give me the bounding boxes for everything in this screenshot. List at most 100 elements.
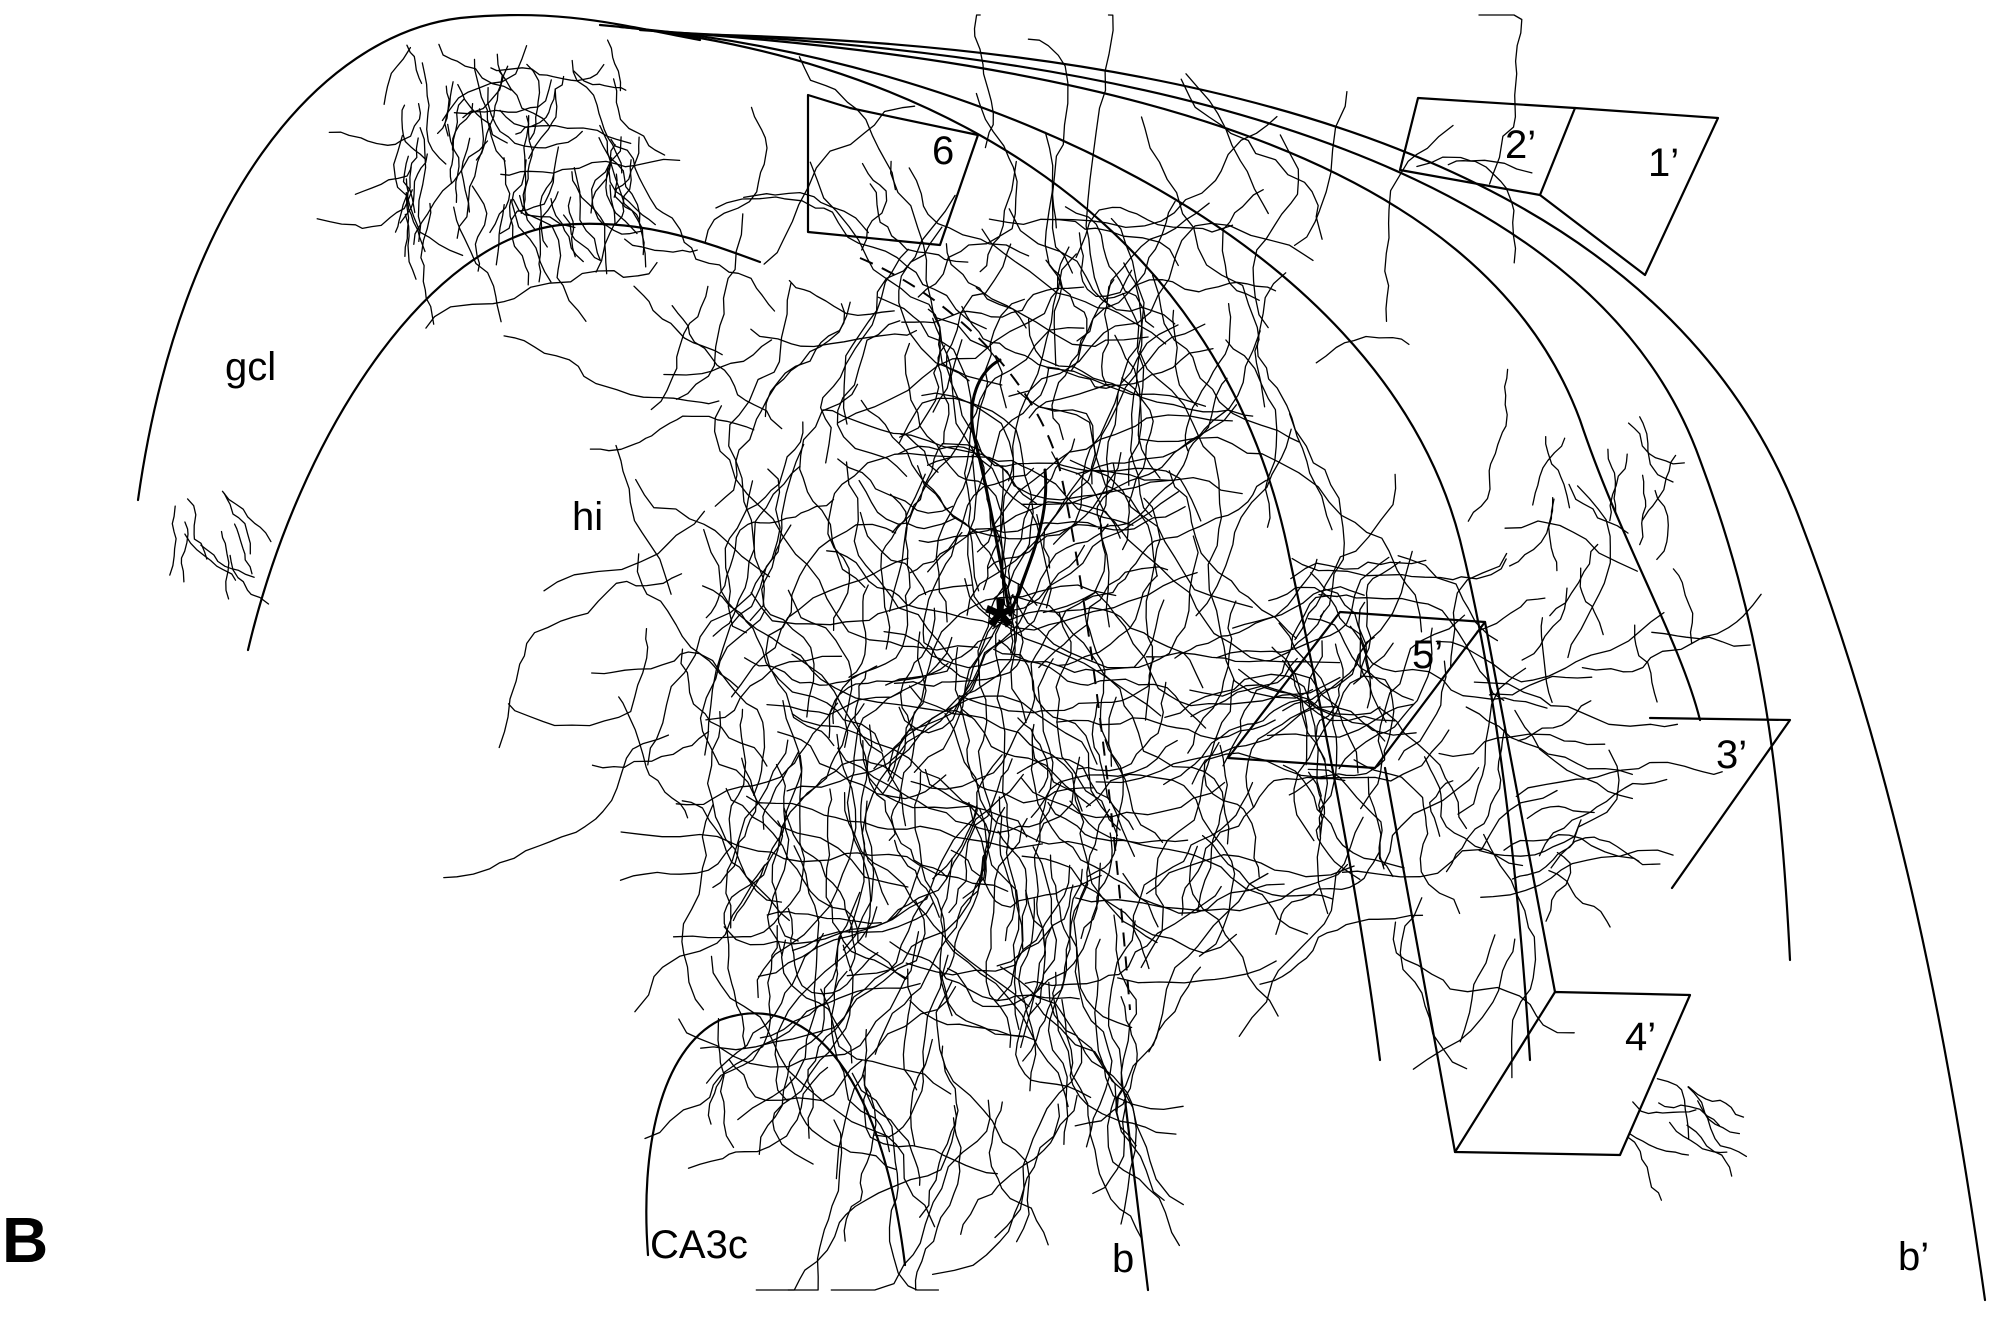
axon-fiber — [520, 115, 534, 214]
axon-fiber — [1201, 834, 1334, 900]
axon-fiber — [1290, 559, 1427, 580]
axon-fiber — [503, 335, 720, 405]
axon-fiber — [394, 166, 412, 233]
axon-fiber — [703, 528, 972, 718]
axon-fiber — [393, 134, 464, 257]
axon-fiber — [730, 557, 909, 698]
axon-fiber — [845, 461, 953, 661]
axon-fiber — [1084, 612, 1113, 767]
axon-fiber — [994, 1044, 1083, 1239]
axon-fiber — [977, 640, 1001, 884]
axon-fiber — [888, 607, 936, 841]
section-6-box — [806, 93, 980, 247]
axon-fiber — [1293, 642, 1394, 842]
axon-fiber — [1687, 1086, 1745, 1118]
axon-fiber — [1658, 1102, 1721, 1127]
axon-fiber — [975, 287, 1149, 348]
axon-fiber — [589, 415, 755, 452]
axon-fiber — [1540, 617, 1553, 703]
axon-fiber — [862, 1074, 921, 1186]
gcl-inner-arc — [246, 222, 762, 652]
axon-fiber — [1457, 667, 1527, 815]
axon-fiber — [1271, 646, 1308, 766]
axon-fiber — [1508, 496, 1554, 567]
axon-fiber — [487, 87, 583, 149]
axon-fiber — [1338, 627, 1433, 770]
axon-fiber — [909, 467, 1035, 574]
axon-fiber — [943, 806, 1006, 976]
axon-fiber — [783, 807, 857, 972]
axon-fiber — [944, 712, 1098, 851]
axon-fiber — [705, 932, 824, 1084]
axon-fiber — [1021, 855, 1238, 954]
axon-fiber — [507, 627, 649, 727]
axon-fiber — [1140, 678, 1235, 969]
axon-fiber — [1000, 465, 1027, 724]
axon-fiber — [425, 261, 658, 329]
axon-fiber — [887, 773, 1024, 922]
axon-fiber — [573, 166, 601, 261]
axon-fiber — [1022, 854, 1071, 1062]
axon-fiber — [908, 685, 1075, 843]
axon-fiber — [889, 941, 1080, 1002]
axon-fiber — [1087, 739, 1124, 878]
axon-fiber — [1341, 789, 1558, 878]
axon-fiber — [858, 479, 956, 530]
axon-fiber — [1632, 1101, 1697, 1115]
axon-fiber — [498, 573, 683, 749]
axon-fiber — [961, 544, 1086, 700]
axon-fiber — [1449, 552, 1508, 668]
axon-fiber — [1467, 368, 1509, 522]
axon-fiber — [1245, 636, 1375, 809]
axon-fiber — [1459, 934, 1496, 1043]
axon-fiber — [935, 981, 1030, 1243]
axon-fiber — [798, 56, 897, 191]
axon-fiber — [750, 328, 918, 348]
axon-fiber — [713, 405, 978, 651]
axon-fiber — [1651, 631, 1751, 647]
axon-fiber — [859, 511, 927, 596]
axon-fiber — [873, 522, 1007, 770]
axon-fiber — [1639, 474, 1647, 546]
axon-fiber — [451, 102, 474, 151]
axon-fiber — [1016, 390, 1096, 485]
axon-fiber — [1172, 309, 1199, 407]
axon-fiber — [184, 533, 237, 581]
axon-fiber — [724, 480, 754, 634]
axon-fiber — [837, 458, 954, 514]
axon-fiber — [515, 75, 565, 135]
axon-fiber — [441, 45, 528, 122]
axon-fiber — [919, 1045, 959, 1218]
axon-fiber — [1282, 764, 1405, 869]
axon-fiber — [995, 593, 1024, 950]
axon-fiber — [1288, 413, 1345, 618]
axon-fiber — [1074, 996, 1138, 1127]
outer-arc-2 — [618, 25, 1532, 1062]
axon-fiber — [406, 44, 423, 85]
axon-fiber — [1579, 567, 1604, 636]
axon-fiber — [456, 137, 471, 239]
axon-fiber — [508, 198, 530, 286]
axon-fiber — [705, 655, 843, 721]
axon-fiber — [1016, 756, 1136, 857]
axon-fiber — [908, 167, 1030, 257]
axon-fiber — [1145, 610, 1325, 663]
axon-fiber — [1180, 78, 1323, 240]
axon-fiber — [1435, 611, 1665, 683]
axon-fiber — [1517, 700, 1592, 742]
label-boundary-b-prime: b’ — [1898, 1235, 1929, 1279]
axon-fiber — [619, 708, 747, 881]
axon-fiber — [789, 1076, 897, 1171]
axon-fiber — [605, 167, 638, 235]
axon-fiber — [1021, 404, 1238, 506]
axon-fiber — [1626, 1136, 1663, 1201]
axon-fiber — [1106, 279, 1277, 300]
axon-fiber — [633, 285, 723, 356]
axon-fiber — [1113, 914, 1165, 1201]
axon-fiber — [891, 345, 950, 534]
axon-fiber — [644, 970, 848, 1140]
tissue-outlines — [136, 13, 1987, 1302]
axon-fiber — [842, 800, 875, 951]
axon-fiber — [1397, 555, 1499, 642]
